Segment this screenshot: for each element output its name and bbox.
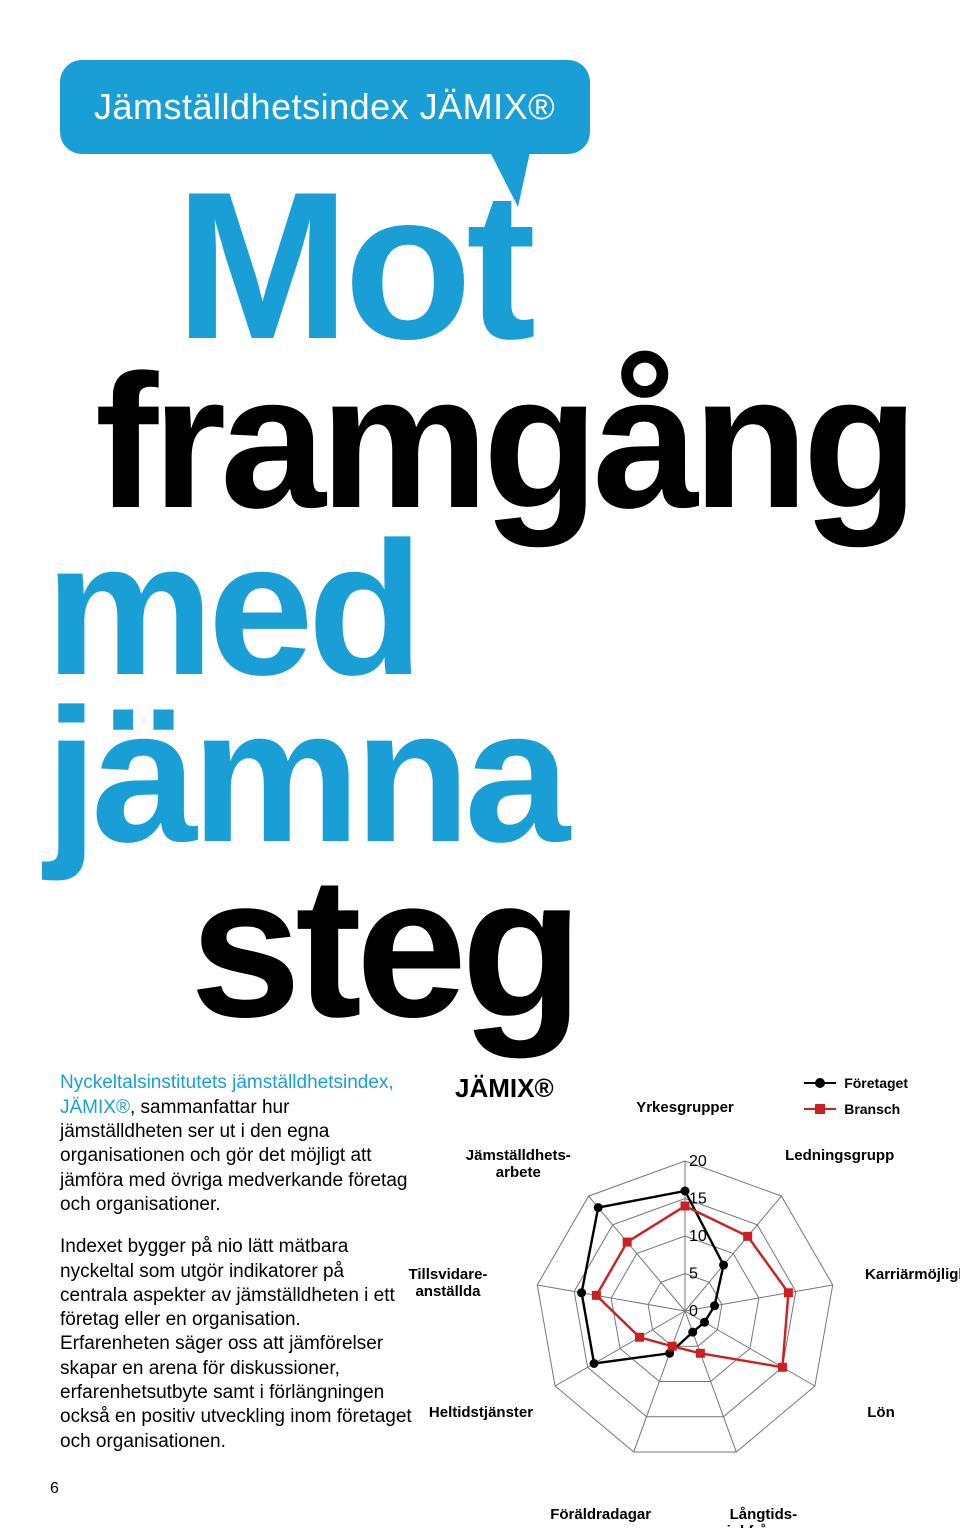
axis-label: Tillsvidare-anställda bbox=[393, 1266, 503, 1301]
chart-legend: Företaget Bransch bbox=[804, 1075, 908, 1127]
legend-label-company: Företaget bbox=[844, 1075, 908, 1091]
axis-label: Ledningsgrupp bbox=[785, 1147, 895, 1164]
body-text: Nyckeltalsinstitutets jämställdhetsindex… bbox=[60, 1071, 415, 1528]
axis-label: Yrkesgrupper bbox=[630, 1099, 740, 1116]
legend-swatch-company bbox=[804, 1082, 836, 1084]
svg-text:20: 20 bbox=[689, 1153, 707, 1170]
legend-label-branch: Bransch bbox=[844, 1101, 900, 1117]
paragraph-2: Indexet bygger på nio lätt mätbara nycke… bbox=[60, 1235, 415, 1454]
axis-label: Långtids-sjukfrånvaro bbox=[708, 1506, 818, 1528]
axis-label: Karriärmöjligheter bbox=[865, 1266, 960, 1283]
headline-line2: framgång bbox=[95, 359, 900, 526]
bubble-text: Jämställdhetsindex JÄMIX® bbox=[94, 86, 555, 127]
headline-line3: med jämna bbox=[45, 526, 900, 860]
headline-line1: Mot bbox=[175, 174, 900, 359]
legend-swatch-branch bbox=[804, 1108, 836, 1110]
header-bubble: Jämställdhetsindex JÄMIX® bbox=[60, 60, 590, 154]
svg-text:5: 5 bbox=[689, 1266, 698, 1283]
radar-chart: JÄMIX® 05101520 Företaget Bransch bbox=[435, 1071, 900, 1528]
legend-item-company: Företaget bbox=[804, 1075, 908, 1091]
bubble-tail-icon bbox=[490, 152, 530, 207]
headline: Mot framgång med jämna steg bbox=[75, 174, 900, 1036]
svg-text:10: 10 bbox=[689, 1228, 707, 1245]
page-number: 6 bbox=[50, 1480, 59, 1498]
axis-label: Lön bbox=[826, 1404, 936, 1421]
paragraph-1: Nyckeltalsinstitutets jämställdhetsindex… bbox=[60, 1071, 415, 1217]
radar-svg: 05101520 bbox=[435, 1071, 935, 1528]
headline-line4: steg bbox=[190, 860, 900, 1036]
legend-item-branch: Bransch bbox=[804, 1101, 908, 1117]
axis-label: Heltidstjänster bbox=[426, 1404, 536, 1421]
svg-text:0: 0 bbox=[689, 1303, 698, 1320]
axis-label: Föräldradagar bbox=[546, 1506, 656, 1523]
axis-label: Jämställdhets-arbete bbox=[463, 1147, 573, 1182]
